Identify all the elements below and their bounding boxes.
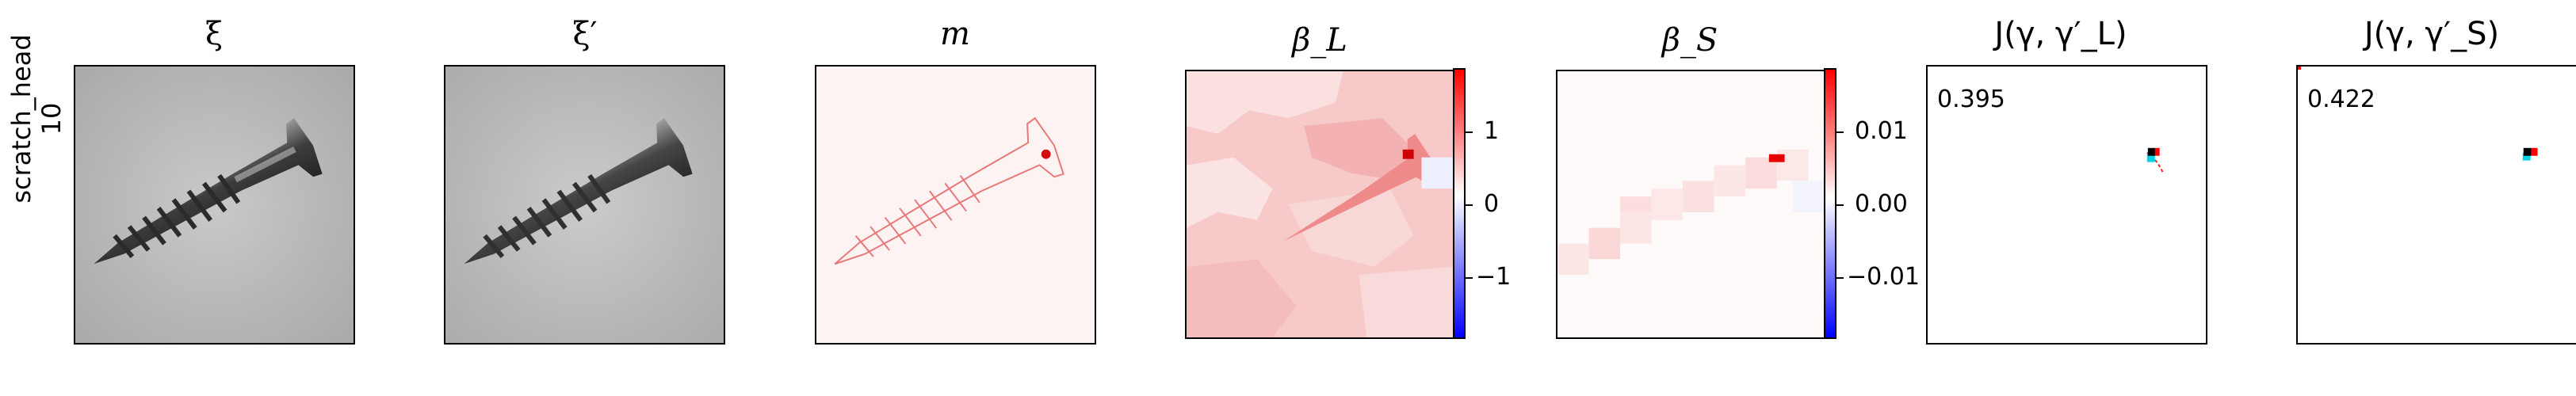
title-m: m — [940, 16, 970, 52]
cbar-s-tick-001: 0.01 — [1855, 117, 1908, 145]
title-j-l: J(γ, γ′_L) — [1994, 16, 2127, 52]
cbar-l-tickmark-0 — [1466, 204, 1473, 206]
j-l-red-marker — [2154, 147, 2160, 156]
image-xi — [74, 65, 355, 345]
score-j-s: 0.422 — [2307, 86, 2375, 113]
cbar-s-tickmark-001 — [1836, 131, 1844, 133]
j-s-red-marker — [2531, 147, 2538, 156]
beta-l-heatmap — [1187, 71, 1453, 337]
title-j-s: J(γ, γ′_S) — [2364, 16, 2500, 52]
cbar-l-tick-neg1: −1 — [1476, 263, 1512, 291]
screw-image-original — [75, 67, 354, 343]
title-xi-prime: ξ′ — [572, 16, 598, 52]
j-l-cyan-marker — [2146, 154, 2155, 162]
cbar-s-tickmark-neg001 — [1836, 277, 1844, 279]
cbar-l-tick-1: 1 — [1484, 117, 1500, 145]
cbar-l-tick-0: 0 — [1484, 190, 1500, 218]
colorbar-beta-s — [1824, 68, 1836, 339]
cbar-l-tickmark-1 — [1466, 131, 1473, 133]
plot-j-s — [2296, 65, 2576, 345]
beta-s-heatmap — [1557, 71, 1824, 337]
cbar-s-tick-neg001: −0.01 — [1847, 263, 1920, 291]
cbar-l-tickmark-neg1 — [1466, 277, 1473, 279]
plot-j-l — [1926, 65, 2207, 345]
j-s-corner-mark — [2298, 67, 2301, 70]
row-category: scratch_head — [6, 34, 36, 204]
map-beta-l — [1185, 70, 1454, 339]
map-m — [815, 65, 1096, 345]
title-beta-s: β_S — [1661, 22, 1718, 59]
j-s-cyan-marker — [2522, 152, 2531, 161]
row-label: scratch_head 10 — [6, 8, 67, 230]
colorbar-beta-l — [1453, 68, 1466, 339]
image-xi-prime — [444, 65, 725, 345]
map-beta-s — [1556, 70, 1825, 339]
cbar-s-tick-000: 0.00 — [1855, 190, 1908, 218]
j-s-black-marker — [2523, 147, 2532, 156]
cbar-s-tickmark-000 — [1836, 204, 1844, 206]
screw-image-reconstruction — [445, 67, 724, 343]
title-beta-l: β_L — [1292, 22, 1347, 59]
j-l-black-marker — [2147, 147, 2156, 156]
score-j-l: 0.395 — [1937, 86, 2005, 113]
difference-map — [816, 67, 1095, 343]
title-xi: ξ — [204, 16, 224, 52]
row-index: 10 — [36, 102, 67, 135]
j-l-markers — [2146, 147, 2164, 173]
j-s-markers — [2298, 67, 2538, 161]
